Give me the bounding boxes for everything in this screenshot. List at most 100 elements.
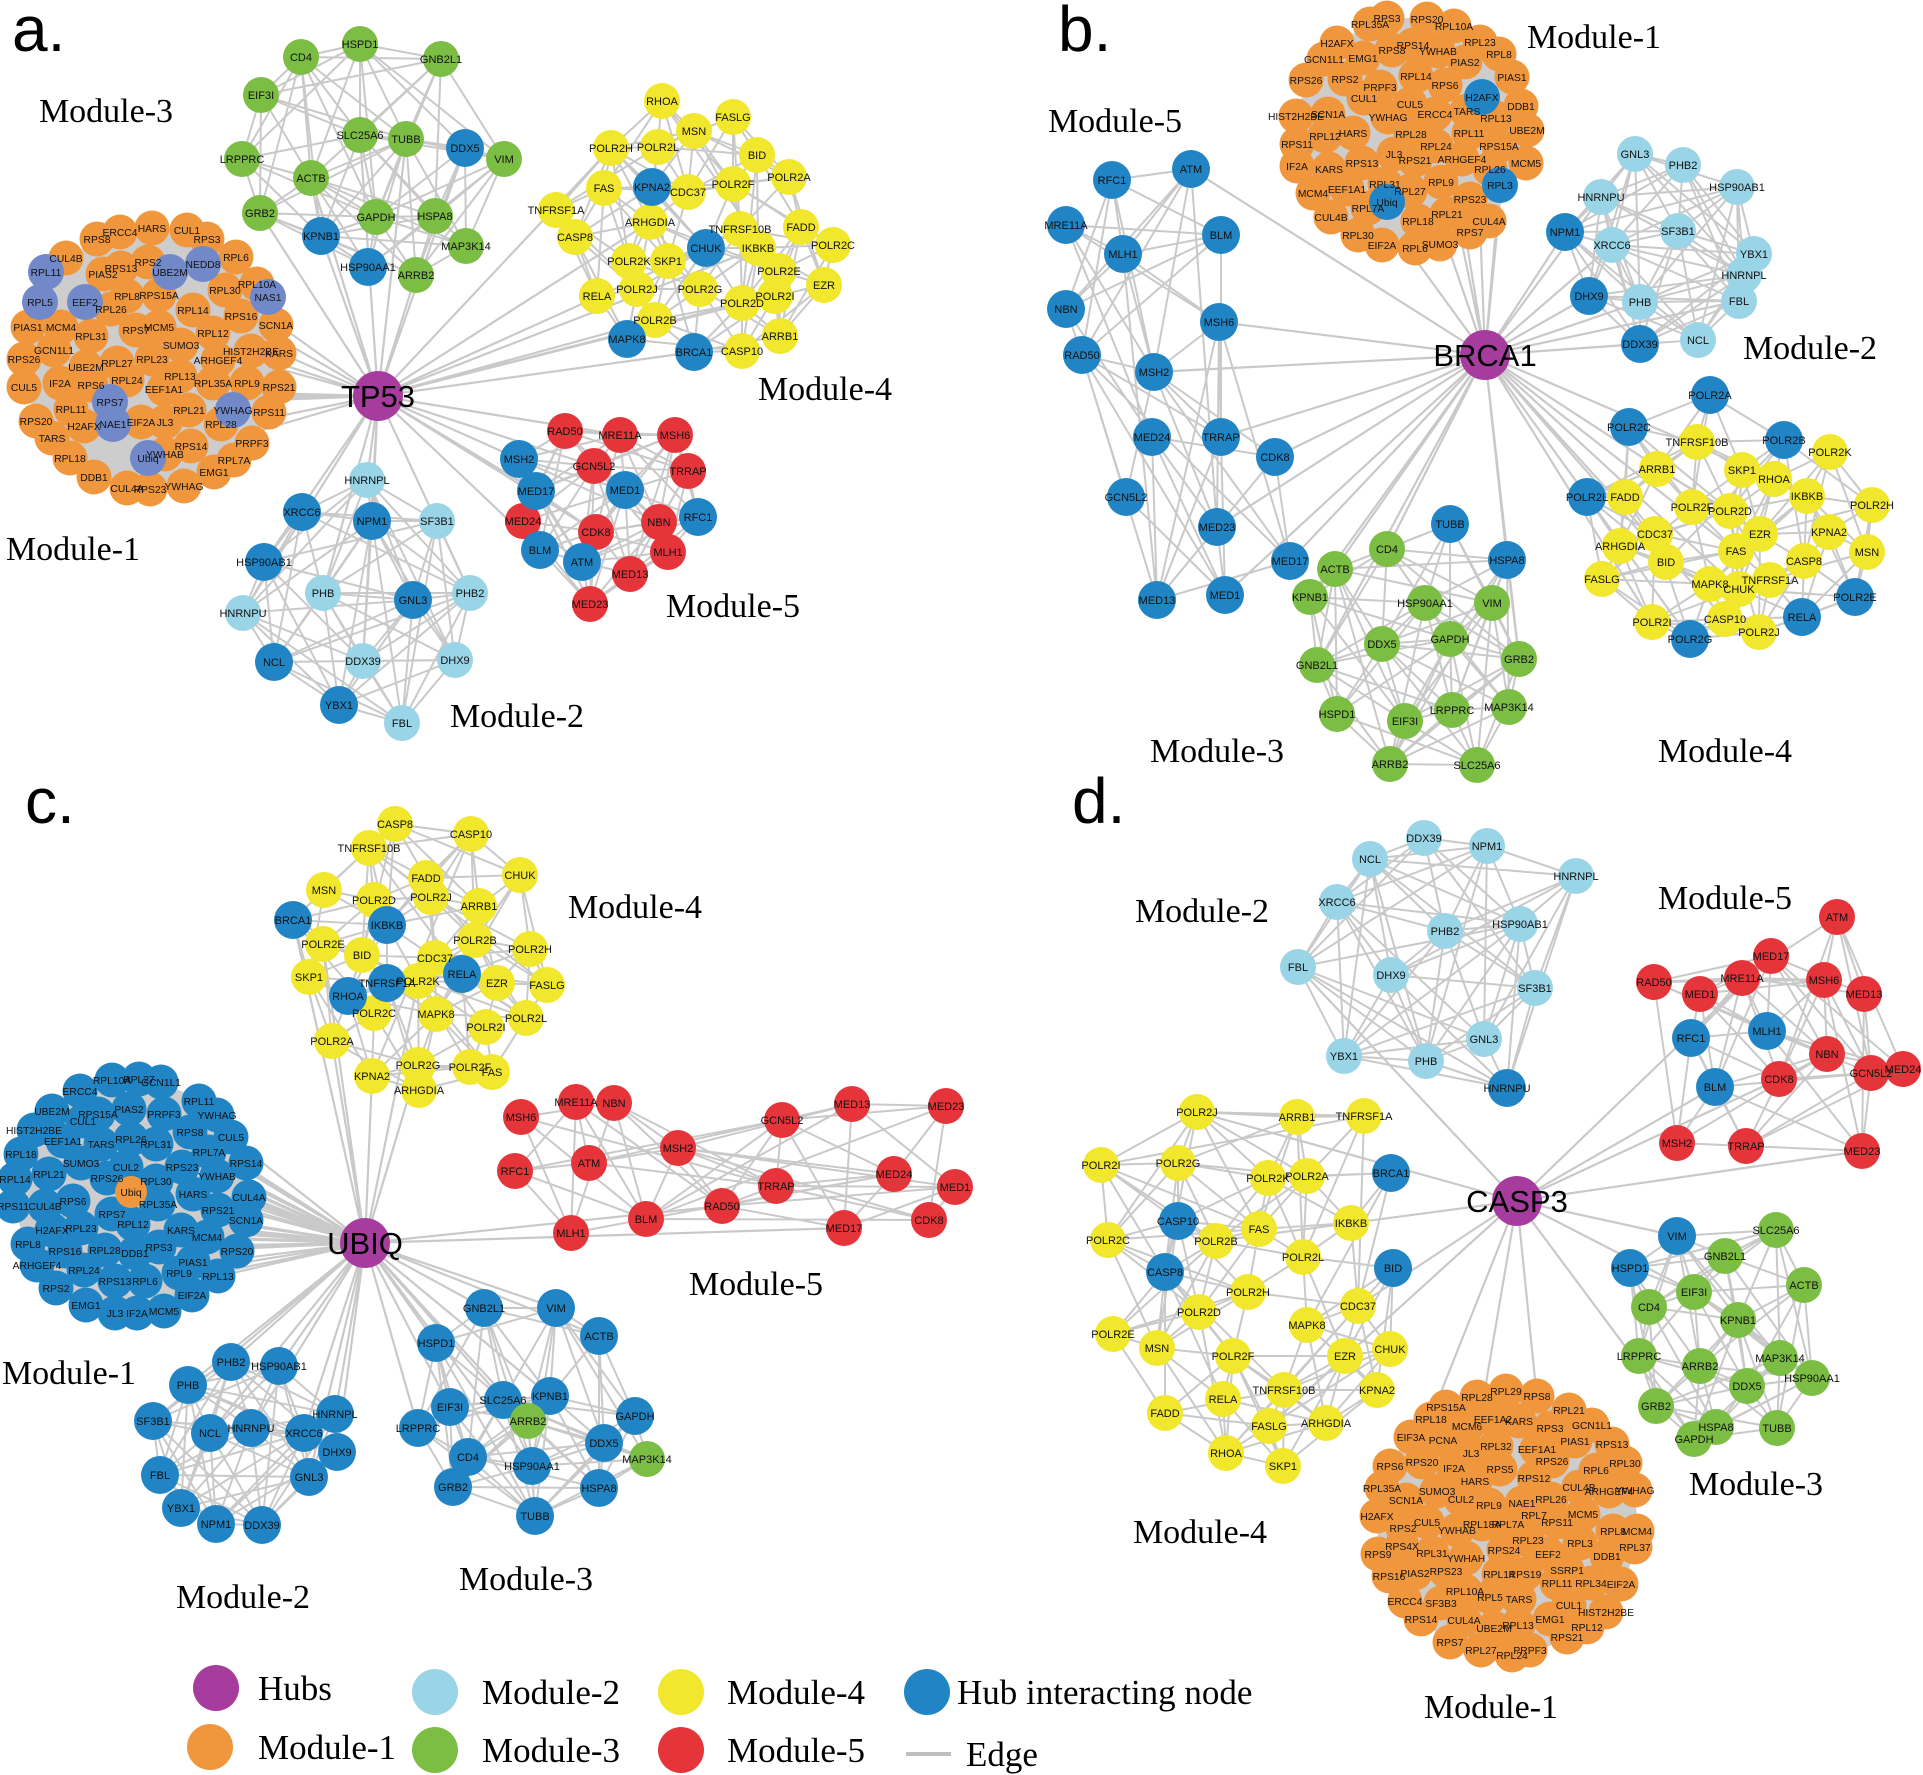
svg-text:HSPA8: HSPA8 (1489, 555, 1524, 567)
svg-text:EMG1: EMG1 (199, 468, 228, 479)
svg-text:RPL7A: RPL7A (218, 456, 251, 467)
svg-text:CHUK: CHUK (1374, 1344, 1406, 1356)
svg-text:Module-5: Module-5 (689, 1266, 823, 1303)
svg-text:RPL13: RPL13 (202, 1272, 234, 1283)
svg-text:GNL3: GNL3 (1621, 149, 1650, 161)
svg-text:EMG1: EMG1 (1348, 54, 1377, 65)
svg-text:MCM5: MCM5 (1568, 1510, 1599, 1521)
svg-text:BID: BID (1657, 557, 1675, 569)
svg-text:RPS20: RPS20 (1406, 1458, 1439, 1469)
svg-text:HIST2H2BE: HIST2H2BE (223, 347, 279, 358)
svg-text:VIM: VIM (546, 1303, 566, 1315)
svg-text:ATM: ATM (578, 1158, 600, 1170)
svg-text:LRPPRC: LRPPRC (1617, 1351, 1662, 1363)
svg-text:RPS8: RPS8 (1524, 1392, 1551, 1403)
svg-text:MAPK8: MAPK8 (417, 1009, 454, 1021)
svg-text:POLR2H: POLR2H (1850, 500, 1894, 512)
svg-text:EZR: EZR (813, 280, 835, 292)
svg-text:RPL21: RPL21 (33, 1170, 65, 1181)
svg-text:Module-5: Module-5 (727, 1731, 865, 1770)
svg-text:ARRB2: ARRB2 (1372, 759, 1409, 771)
svg-text:POLR2E: POLR2E (1091, 1329, 1134, 1341)
svg-text:CDC37: CDC37 (1340, 1301, 1376, 1313)
svg-text:RPL13: RPL13 (1502, 1621, 1534, 1632)
svg-text:CD4: CD4 (457, 1452, 479, 1464)
svg-text:LRPPRC: LRPPRC (1430, 705, 1475, 717)
svg-text:TNFRSF10B: TNFRSF10B (709, 224, 772, 236)
svg-text:GCN5L2: GCN5L2 (761, 1115, 804, 1127)
svg-text:CDK8: CDK8 (581, 527, 610, 539)
svg-text:RPL27: RPL27 (101, 359, 133, 370)
svg-text:RPS3: RPS3 (194, 235, 221, 246)
svg-text:YBX1: YBX1 (1330, 1051, 1358, 1063)
svg-text:RFC1: RFC1 (684, 512, 713, 524)
svg-text:IF2A: IF2A (126, 1309, 148, 1320)
svg-text:MED23: MED23 (1844, 1146, 1881, 1158)
svg-text:CASP10: CASP10 (1157, 1216, 1199, 1228)
svg-text:CUL5: CUL5 (218, 1133, 245, 1144)
svg-text:HSPA8: HSPA8 (417, 211, 452, 223)
svg-text:POLR2K: POLR2K (1808, 447, 1852, 459)
svg-text:MED1: MED1 (1685, 989, 1716, 1001)
svg-text:RPL35A: RPL35A (194, 379, 232, 390)
svg-text:RPS21: RPS21 (1399, 156, 1432, 167)
svg-text:MED23: MED23 (1199, 522, 1236, 534)
svg-text:FADD: FADD (786, 222, 815, 234)
svg-text:HSP90AA1: HSP90AA1 (504, 1461, 560, 1473)
svg-text:POLR2B: POLR2B (1194, 1236, 1237, 1248)
svg-text:ARHGDIA: ARHGDIA (1595, 541, 1646, 553)
svg-text:VIM: VIM (1667, 1231, 1687, 1243)
svg-text:SKP1: SKP1 (654, 256, 682, 268)
svg-text:POLR2B: POLR2B (453, 935, 496, 947)
svg-text:RPL30: RPL30 (1609, 1459, 1641, 1470)
svg-text:ARRB1: ARRB1 (461, 901, 498, 913)
svg-text:HSP90AB1: HSP90AB1 (1709, 182, 1765, 194)
svg-text:RPL12: RPL12 (1571, 1623, 1603, 1634)
svg-text:CHUK: CHUK (504, 870, 536, 882)
svg-text:IF2A: IF2A (1443, 1464, 1465, 1475)
svg-text:Module-1: Module-1 (6, 531, 140, 568)
svg-text:IF2A: IF2A (49, 379, 71, 390)
svg-text:TARS: TARS (39, 434, 66, 445)
svg-text:PRPF3: PRPF3 (1363, 83, 1396, 94)
svg-text:DDB1: DDB1 (121, 1249, 149, 1260)
svg-text:RPS7: RPS7 (1457, 228, 1484, 239)
svg-text:BRCA1: BRCA1 (1373, 1168, 1410, 1180)
svg-text:CUL4B: CUL4B (28, 1202, 61, 1213)
svg-text:ATM: ATM (571, 557, 593, 569)
svg-text:FAS: FAS (482, 1067, 503, 1079)
svg-text:HSP90AB1: HSP90AB1 (251, 1361, 307, 1373)
svg-text:Module-3: Module-3 (1689, 1466, 1823, 1503)
svg-text:TUBB: TUBB (1762, 1423, 1791, 1435)
svg-text:PHB2: PHB2 (1669, 160, 1698, 172)
svg-text:ARHGEF4: ARHGEF4 (194, 356, 243, 367)
svg-text:SCN1A: SCN1A (229, 1216, 263, 1227)
svg-text:TRRAP: TRRAP (1727, 1141, 1764, 1153)
svg-text:MED17: MED17 (826, 1223, 863, 1235)
svg-text:POLR2K: POLR2K (607, 256, 651, 268)
svg-text:JL3: JL3 (1463, 1449, 1480, 1460)
svg-text:CUL5: CUL5 (11, 383, 38, 394)
svg-text:RPL21: RPL21 (173, 406, 205, 417)
svg-text:PHB2: PHB2 (217, 1357, 246, 1369)
svg-text:Module-3: Module-3 (482, 1731, 620, 1770)
svg-text:ACTB: ACTB (296, 173, 325, 185)
svg-text:RPL23: RPL23 (1464, 38, 1496, 49)
svg-text:RPL8: RPL8 (114, 292, 140, 303)
svg-text:POLR2B: POLR2B (1762, 435, 1805, 447)
svg-text:RPL14: RPL14 (1483, 1570, 1515, 1581)
svg-text:RPL35A: RPL35A (139, 1200, 177, 1211)
svg-text:RPL8: RPL8 (1600, 1527, 1626, 1538)
svg-text:DHX9: DHX9 (440, 655, 469, 667)
svg-text:NCL: NCL (1359, 854, 1381, 866)
svg-text:RPS15A: RPS15A (1426, 1403, 1466, 1414)
svg-text:FASLG: FASLG (1251, 1421, 1286, 1433)
svg-text:RPL23: RPL23 (1512, 1536, 1544, 1547)
svg-text:DDX5: DDX5 (450, 143, 479, 155)
svg-text:RFC1: RFC1 (1098, 175, 1127, 187)
svg-text:MSH2: MSH2 (663, 1143, 694, 1155)
svg-text:NCL: NCL (1687, 335, 1709, 347)
svg-text:RPS21: RPS21 (263, 383, 296, 394)
svg-text:b.: b. (1058, 0, 1111, 65)
svg-text:YWHAB: YWHAB (198, 1172, 236, 1183)
